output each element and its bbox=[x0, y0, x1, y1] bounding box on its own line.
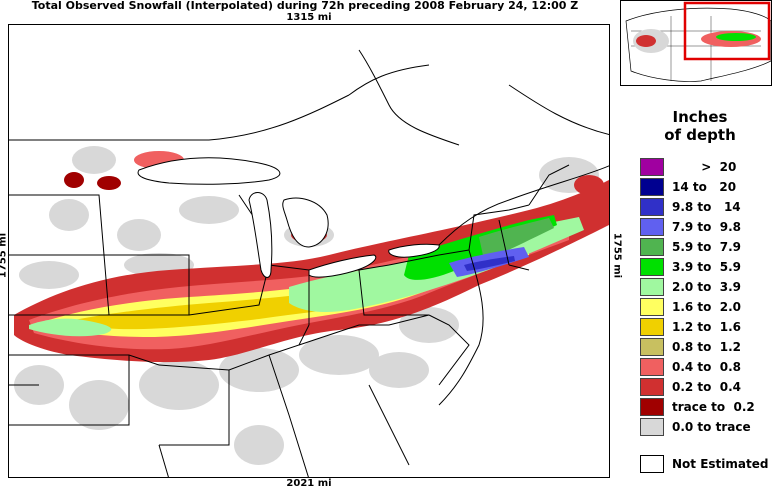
legend-label: 5.9 to 7.9 bbox=[672, 240, 742, 254]
legend-item: 0.0 to trace bbox=[640, 417, 775, 436]
legend-swatch bbox=[640, 358, 664, 376]
legend-item: 0.8 to 1.2 bbox=[640, 337, 775, 356]
legend-label: 3.9 to 5.9 bbox=[672, 260, 742, 274]
top-distance-label: 1315 mi bbox=[286, 12, 332, 23]
legend-item: 0.2 to 0.4 bbox=[640, 377, 775, 396]
legend-item: 5.9 to 7.9 bbox=[640, 237, 775, 256]
legend-item: 0.4 to 0.8 bbox=[640, 357, 775, 376]
legend-label: 0.8 to 1.2 bbox=[672, 340, 742, 354]
legend-item: 1.2 to 1.6 bbox=[640, 317, 775, 336]
bottom-distance-label: 2021 mi bbox=[286, 478, 332, 489]
legend-swatch-not-estimated bbox=[640, 455, 664, 473]
moderate-snow-band bbox=[39, 237, 529, 337]
legend-label: 2.0 to 3.9 bbox=[672, 280, 742, 294]
legend-item: 3.9 to 5.9 bbox=[640, 257, 775, 276]
snowfall-map-canvas bbox=[9, 49, 609, 477]
overview-inset-map[interactable] bbox=[620, 0, 772, 86]
legend-swatch bbox=[640, 418, 664, 436]
legend-label: trace to 0.2 bbox=[672, 400, 755, 414]
legend-swatch bbox=[640, 238, 664, 256]
legend-label: 7.9 to 9.8 bbox=[672, 220, 742, 234]
heavy-snow-band bbox=[29, 215, 584, 337]
legend-swatch bbox=[640, 338, 664, 356]
legend-not-estimated: Not Estimated bbox=[640, 454, 775, 474]
legend-label: 1.2 to 1.6 bbox=[672, 320, 742, 334]
legend-label: 9.8 to 14 bbox=[672, 200, 741, 214]
legend-swatch bbox=[640, 218, 664, 236]
legend-item: 2.0 to 3.9 bbox=[640, 277, 775, 296]
inset-canvas bbox=[625, 1, 771, 82]
legend-swatch bbox=[640, 298, 664, 316]
legend-label-not-estimated: Not Estimated bbox=[672, 457, 769, 471]
legend-title-line2: of depth bbox=[664, 126, 736, 144]
snowfall-map[interactable] bbox=[8, 24, 610, 478]
legend-item: > 20 bbox=[640, 157, 775, 176]
legend-label: 0.2 to 0.4 bbox=[672, 380, 742, 394]
legend-item: 7.9 to 9.8 bbox=[640, 217, 775, 236]
legend-title-line1: Inches bbox=[672, 108, 728, 126]
legend-label: > 20 bbox=[672, 160, 737, 174]
legend-label: 14 to 20 bbox=[672, 180, 737, 194]
map-title: Total Observed Snowfall (Interpolated) d… bbox=[31, 0, 579, 12]
legend-swatch bbox=[640, 258, 664, 276]
great-lakes bbox=[137, 157, 440, 278]
legend-swatch bbox=[640, 178, 664, 196]
legend-label: 0.0 to trace bbox=[672, 420, 751, 434]
coast-lines bbox=[358, 49, 609, 406]
legend-swatch bbox=[640, 398, 664, 416]
legend-item: 1.6 to 2.0 bbox=[640, 297, 775, 316]
legend-item: trace to 0.2 bbox=[640, 397, 775, 416]
legend-title: Inches of depth bbox=[630, 108, 770, 144]
legend-swatch bbox=[640, 278, 664, 296]
legend-swatch bbox=[640, 318, 664, 336]
inset-highlight-box bbox=[683, 1, 771, 61]
legend-swatch bbox=[640, 198, 664, 216]
legend-item: 9.8 to 14 bbox=[640, 197, 775, 216]
right-distance-label: 1755 mi bbox=[611, 232, 623, 279]
legend-label: 0.4 to 0.8 bbox=[672, 360, 742, 374]
legend-item: 14 to 20 bbox=[640, 177, 775, 196]
legend-label: 1.6 to 2.0 bbox=[672, 300, 742, 314]
legend-swatch bbox=[640, 378, 664, 396]
legend-swatch bbox=[640, 158, 664, 176]
